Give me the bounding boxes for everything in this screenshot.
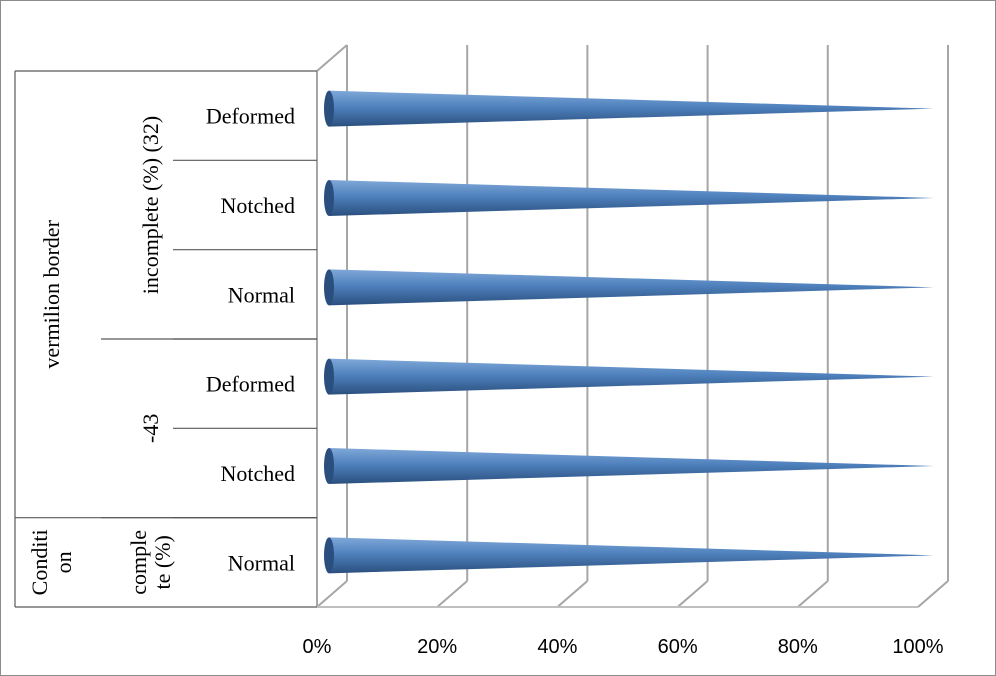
level1-group-label-line: Conditi <box>27 529 52 595</box>
x-axis: 0% 20% 40% 60% 80% 100% <box>303 606 944 658</box>
floor-line-40% <box>556 580 589 608</box>
floor-line-60% <box>676 580 709 608</box>
level2-group-label: complete (%) <box>126 530 175 595</box>
level1-group-label: Condition <box>27 529 76 595</box>
floor-line-0% <box>316 580 348 608</box>
level2-group-label-line: comple <box>126 530 151 595</box>
wall-top-edge <box>316 44 348 72</box>
category-labels: Normal Notched Deformed Normal Notched Deform… <box>27 104 295 596</box>
level2-group-label: -43 <box>138 414 163 443</box>
level1-group-label: vermilion border <box>39 219 64 368</box>
level2-group-label-line: incomplete (%) (32) <box>138 116 163 294</box>
floor-line-100% <box>917 580 949 608</box>
category-label: Notched <box>220 461 295 486</box>
cone-base <box>324 537 334 574</box>
category-label: Notched <box>220 193 295 218</box>
category-label: Deformed <box>206 104 295 129</box>
level2-group-label-line: -43 <box>138 414 163 443</box>
category-table <box>14 70 317 608</box>
level1-group-label-line: on <box>51 551 76 573</box>
x-tick-label: 80% <box>778 636 818 658</box>
cone-bar-Deformed <box>329 358 934 395</box>
level2-group-label-line: te (%) <box>150 535 175 589</box>
level1-group-label-line: vermilion border <box>39 219 64 368</box>
category-label: Deformed <box>206 372 295 397</box>
cone-bar-Notched <box>329 448 934 484</box>
cone-base <box>324 90 334 127</box>
x-tick-label: 0% <box>303 636 332 658</box>
cone-bar-Deformed <box>329 90 934 127</box>
cone-bars <box>324 90 934 574</box>
level2-group-label: incomplete (%) (32) <box>138 116 163 294</box>
cone-bar-Normal <box>329 537 934 574</box>
gridlines <box>316 44 949 608</box>
floor-line-20% <box>436 580 468 608</box>
floor-line-80% <box>797 580 829 608</box>
cone-base <box>324 269 334 306</box>
x-tick-label: 100% <box>892 636 943 658</box>
category-label: Normal <box>228 282 295 307</box>
x-tick-label: 60% <box>658 636 698 658</box>
category-label: Normal <box>228 550 295 575</box>
cone-base <box>324 358 334 395</box>
x-tick-label: 20% <box>417 636 457 658</box>
x-tick-label: 40% <box>537 636 577 658</box>
cone-bar-Normal <box>329 269 934 306</box>
cone-bar-Notched <box>329 180 934 216</box>
cone-base <box>324 448 334 484</box>
cone-base <box>324 180 334 216</box>
